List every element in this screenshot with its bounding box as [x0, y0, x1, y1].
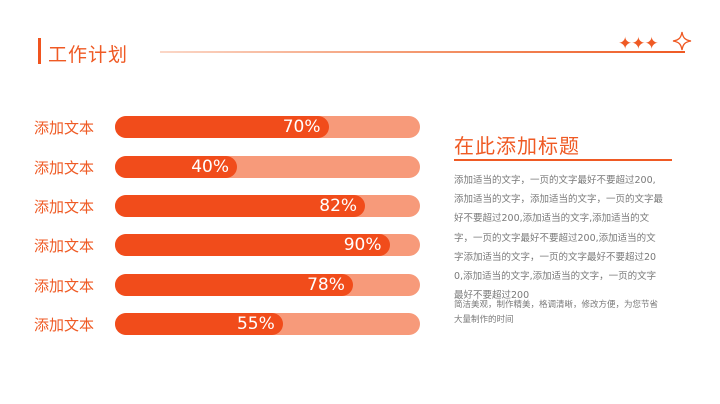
progress-track: 82% — [115, 195, 420, 217]
stars-decoration-icon: ✦✦✦ — [618, 34, 659, 54]
sparkle-icon — [672, 31, 692, 51]
progress-fill: 55% — [115, 313, 283, 335]
title-accent-bar — [38, 38, 41, 64]
progress-fill: 90% — [115, 234, 390, 256]
title-divider — [160, 51, 685, 53]
section-note-text: 简洁美观，制作精美，格调清晰，修改方便，为您节省大量制作的时间 — [454, 300, 659, 325]
bar-label: 添加文本 — [34, 119, 95, 137]
progress-value: 55% — [236, 314, 275, 334]
progress-value: 78% — [307, 275, 345, 295]
section-divider — [454, 159, 672, 161]
progress-value: 40% — [191, 157, 229, 177]
progress-fill: 82% — [115, 195, 366, 217]
progress-value: 82% — [319, 196, 358, 216]
bar-label: 添加文本 — [34, 159, 95, 177]
progress-value: 70% — [282, 117, 321, 137]
bar-label: 添加文本 — [34, 277, 95, 295]
progress-track: 70% — [115, 116, 420, 138]
progress-track: 40% — [115, 156, 420, 178]
progress-fill: 78% — [115, 274, 353, 296]
section-body-text: 添加适当的文字，一页的文字最好不要超过200,添加适当的文字，添加适当的文字，一… — [454, 175, 664, 302]
bar-label: 添加文本 — [34, 237, 95, 255]
bar-label: 添加文本 — [34, 198, 95, 216]
progress-value: 90% — [343, 235, 382, 255]
page-title: 工作计划 — [48, 44, 129, 66]
progress-fill: 40% — [115, 156, 237, 178]
progress-track: 78% — [115, 274, 420, 296]
progress-track: 55% — [115, 313, 420, 335]
progress-fill: 70% — [115, 116, 329, 138]
section-title: 在此添加标题 — [454, 134, 580, 158]
progress-track: 90% — [115, 234, 420, 256]
bar-label: 添加文本 — [34, 316, 95, 334]
